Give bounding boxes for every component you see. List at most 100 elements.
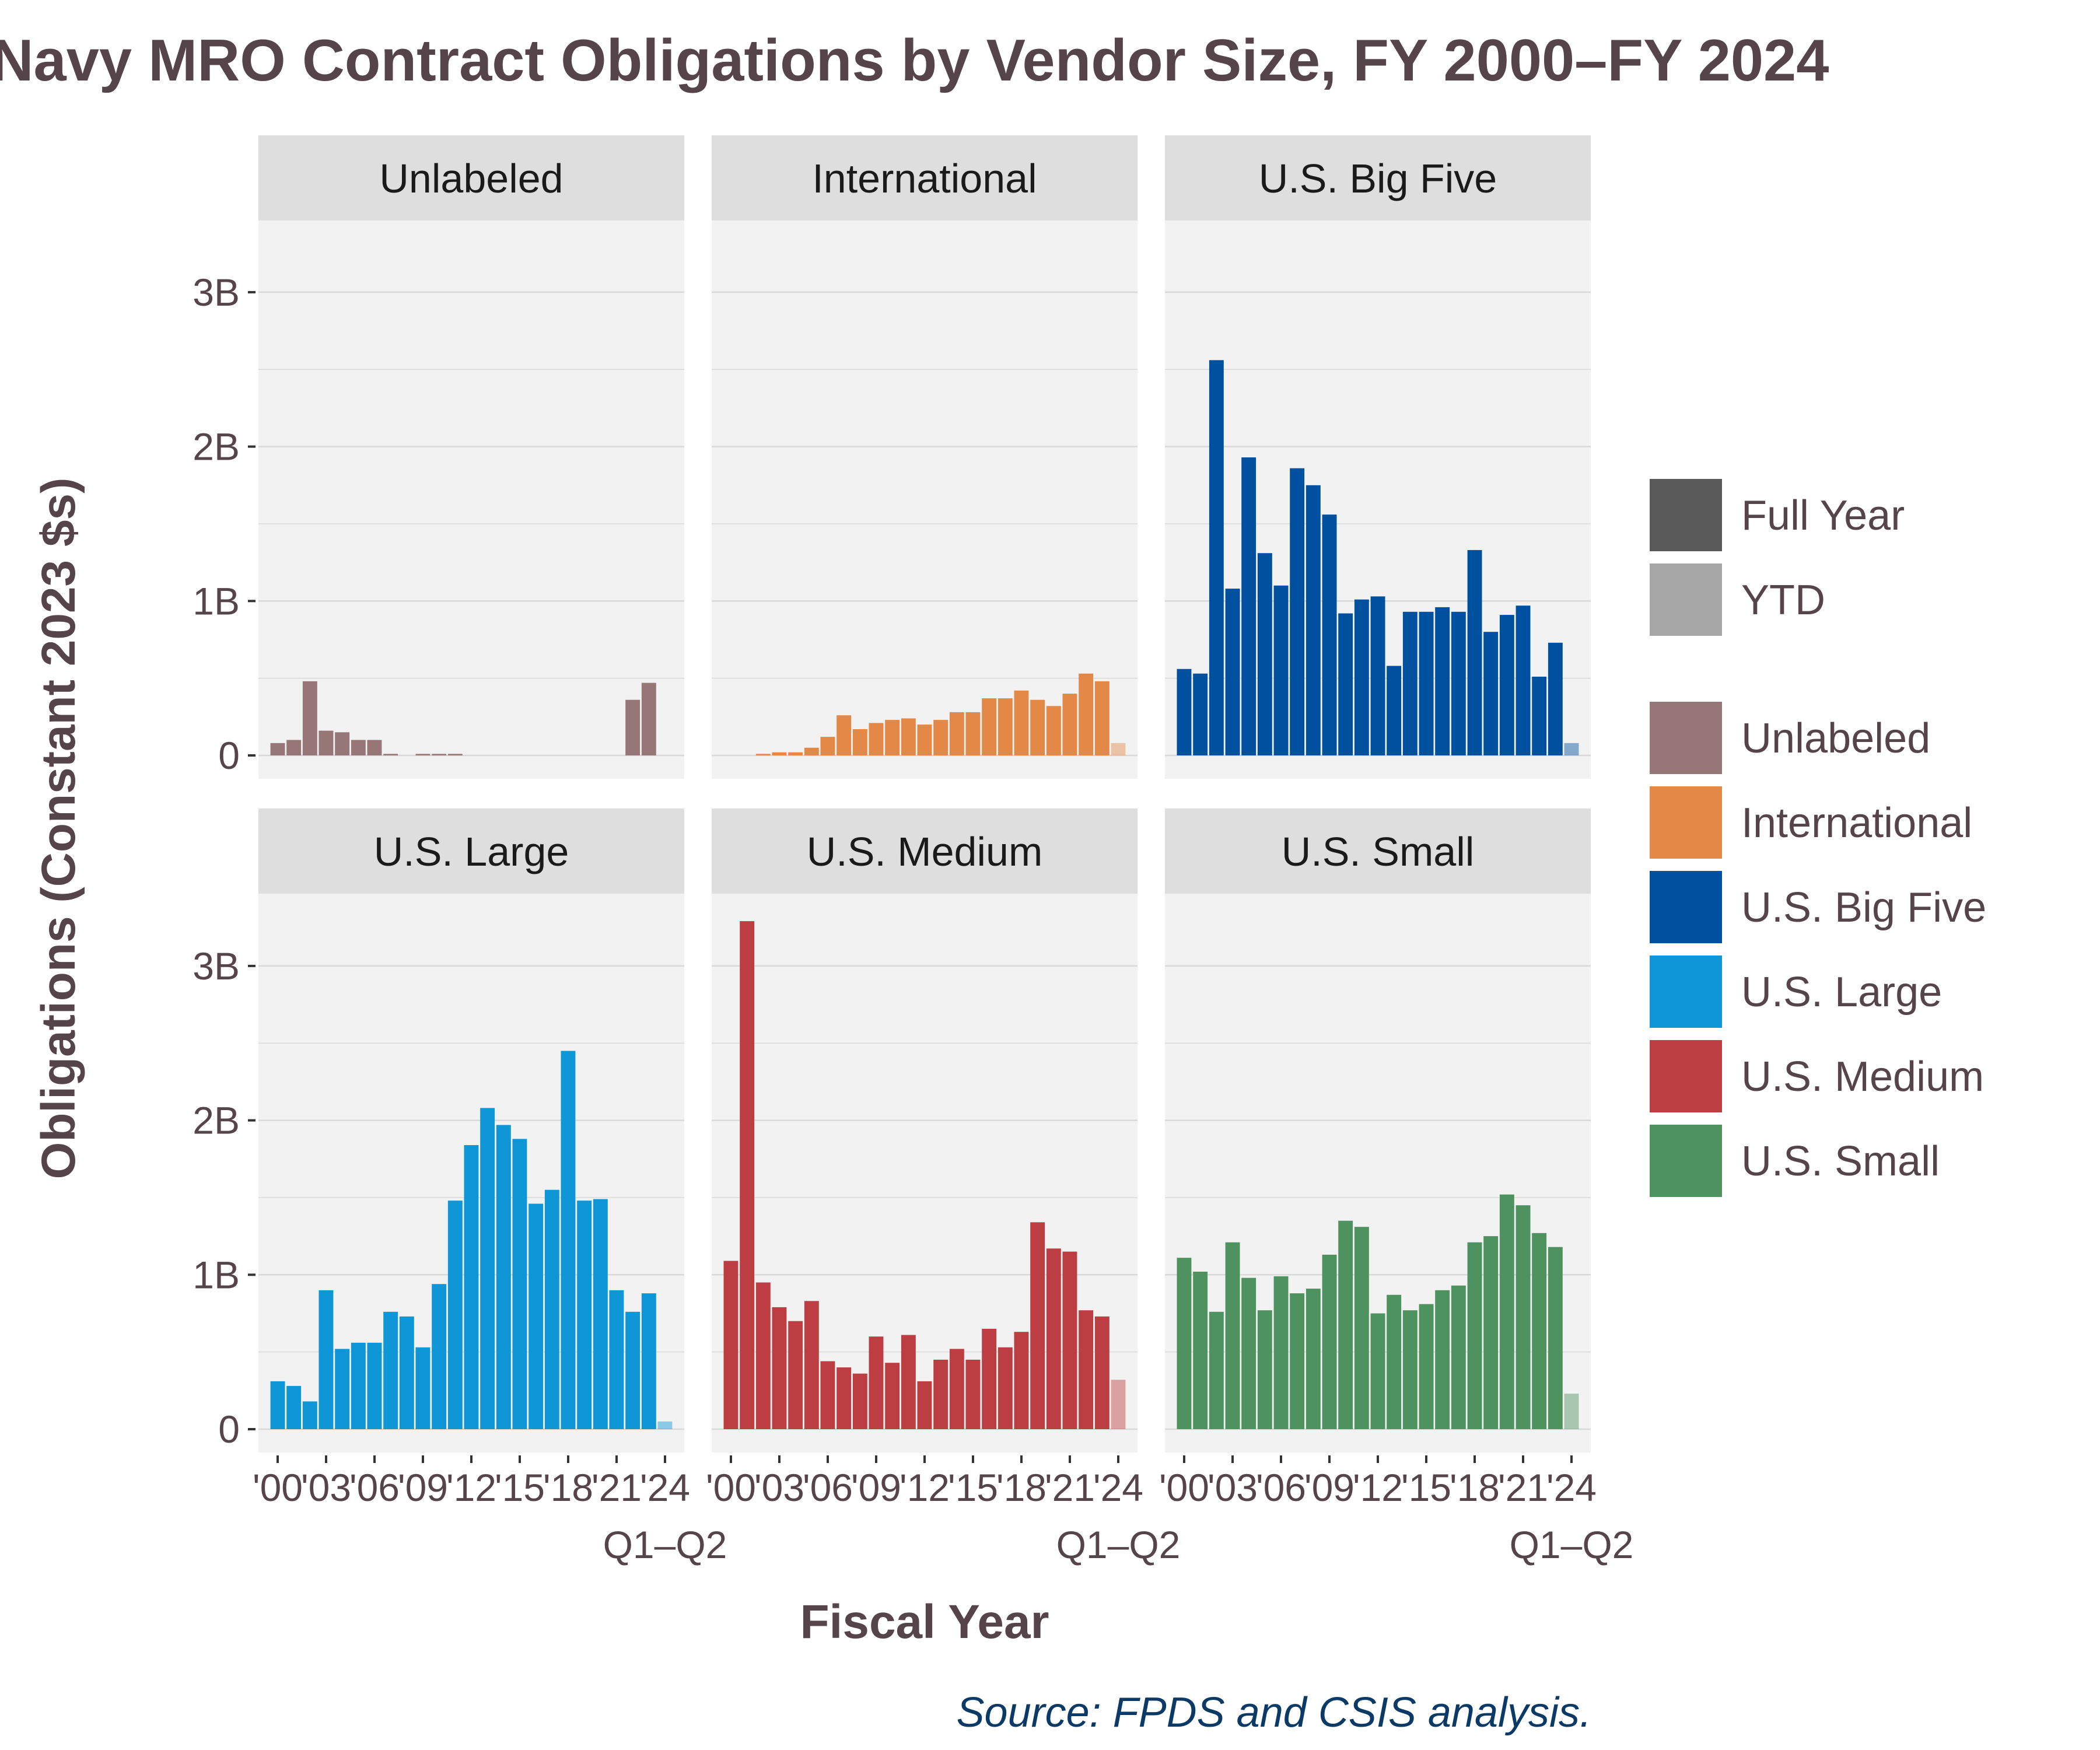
x-tick-label: '00 — [253, 1466, 303, 1509]
x-tick-label: '24 — [1546, 1466, 1597, 1509]
bar — [885, 720, 900, 755]
legend: Full Year YTD Unlabeled International U.S. B… — [1646, 475, 1986, 1200]
bar — [982, 698, 997, 755]
legend-label: International — [1741, 800, 1972, 846]
x-tick-label: '06 — [803, 1466, 853, 1509]
bar — [1094, 681, 1110, 755]
x-tick-label: '12 — [446, 1466, 496, 1509]
x-tick-label: '12 — [900, 1466, 950, 1509]
bar — [286, 740, 302, 755]
legend-label: YTD — [1741, 577, 1825, 624]
strip-bg — [258, 808, 684, 894]
bar — [1079, 673, 1094, 755]
x-tick-note: Q1–Q2 — [603, 1523, 727, 1566]
bar — [1062, 1251, 1077, 1429]
bar — [1046, 706, 1061, 755]
x-tick-label: '09 — [851, 1466, 901, 1509]
panel-u-s-medium: U.S. Medium '00'03'06'09'12'15'18'21'24 Q1… — [706, 808, 1180, 1566]
bar — [1209, 1311, 1224, 1429]
bar — [1241, 1278, 1256, 1429]
bar — [1062, 694, 1077, 755]
bar — [1257, 553, 1272, 755]
y-axis-title: Obligations (Constant 2023 $s) — [32, 478, 85, 1180]
panel-unlabeled: Unlabeled 0 1B 2B 3B — [192, 135, 684, 779]
bar — [544, 1189, 559, 1429]
bar — [772, 752, 787, 755]
bar — [1338, 613, 1353, 755]
x-tick-label: '24 — [1093, 1466, 1143, 1509]
bar — [1451, 1285, 1466, 1429]
bar — [836, 1367, 852, 1429]
legend-swatch — [1646, 783, 1726, 862]
bar — [561, 1051, 576, 1429]
x-axis-title: Fiscal Year — [800, 1595, 1049, 1648]
bar — [949, 712, 964, 755]
x-tick-label: '18 — [1450, 1466, 1500, 1509]
bar — [318, 1290, 334, 1429]
bar — [1435, 1290, 1450, 1429]
bar — [788, 752, 803, 755]
bar — [335, 732, 350, 755]
legend-label: U.S. Big Five — [1741, 884, 1986, 931]
legend-swatch — [1646, 952, 1726, 1031]
bar — [917, 724, 932, 755]
bar — [1273, 1276, 1289, 1429]
bar — [625, 699, 640, 755]
bar — [885, 1363, 900, 1429]
bar — [1435, 607, 1450, 755]
bar — [609, 1290, 624, 1429]
bar — [1354, 599, 1369, 755]
bar — [383, 754, 398, 755]
bar — [982, 1328, 997, 1429]
legend-swatch — [1646, 560, 1726, 639]
legend-swatch — [1646, 698, 1726, 778]
y-tick-label: 2B — [192, 1099, 240, 1142]
legend-label: Full Year — [1741, 492, 1905, 539]
bar — [804, 1301, 819, 1429]
x-tick-label: '03 — [1208, 1466, 1258, 1509]
bar — [933, 1359, 949, 1429]
legend-item-u-s-medium: U.S. Medium — [1646, 1037, 1984, 1116]
bar — [1370, 596, 1385, 755]
legend-item-u-s-large: U.S. Large — [1646, 952, 1942, 1031]
bar — [302, 1401, 317, 1429]
bar — [1516, 1205, 1531, 1429]
bar — [464, 1145, 479, 1429]
y-tick-label: 1B — [192, 1253, 240, 1296]
bar — [270, 1381, 285, 1429]
bar — [399, 1316, 414, 1429]
bar — [1419, 1304, 1434, 1429]
bar — [1402, 1310, 1418, 1429]
bar — [1111, 743, 1126, 755]
x-tick-label: '21 — [592, 1466, 642, 1509]
bar — [820, 737, 835, 755]
source-note: Source: FPDS and CSIS analysis. — [957, 1689, 1591, 1736]
bar — [852, 729, 867, 755]
bar — [367, 740, 382, 755]
bar — [1387, 666, 1402, 755]
strip-bg — [712, 808, 1138, 894]
legend-swatch — [1646, 867, 1726, 947]
strip-label: U.S. Large — [374, 829, 569, 874]
x-tick-note: Q1–Q2 — [1056, 1523, 1181, 1566]
bar — [351, 1342, 366, 1429]
bar — [755, 754, 771, 755]
strip-bg — [1165, 808, 1591, 894]
bar — [965, 1359, 981, 1429]
bar — [1467, 550, 1482, 755]
x-tick-label: '09 — [1304, 1466, 1354, 1509]
bar — [1532, 1233, 1547, 1429]
legend-swatch — [1646, 1037, 1726, 1116]
bar — [1564, 1394, 1579, 1429]
bar — [1014, 690, 1029, 755]
bar — [1548, 1247, 1563, 1429]
bar — [901, 718, 916, 755]
x-tick-label: '18 — [543, 1466, 593, 1509]
strip-label: Unlabeled — [379, 156, 563, 201]
facet-panels: Unlabeled 0 1B 2B 3B International U.S. Big Fi… — [192, 135, 1633, 1566]
bar — [1483, 632, 1499, 755]
x-tick-label: '15 — [948, 1466, 998, 1509]
bar — [528, 1203, 544, 1429]
x-tick-label: '00 — [1159, 1466, 1209, 1509]
